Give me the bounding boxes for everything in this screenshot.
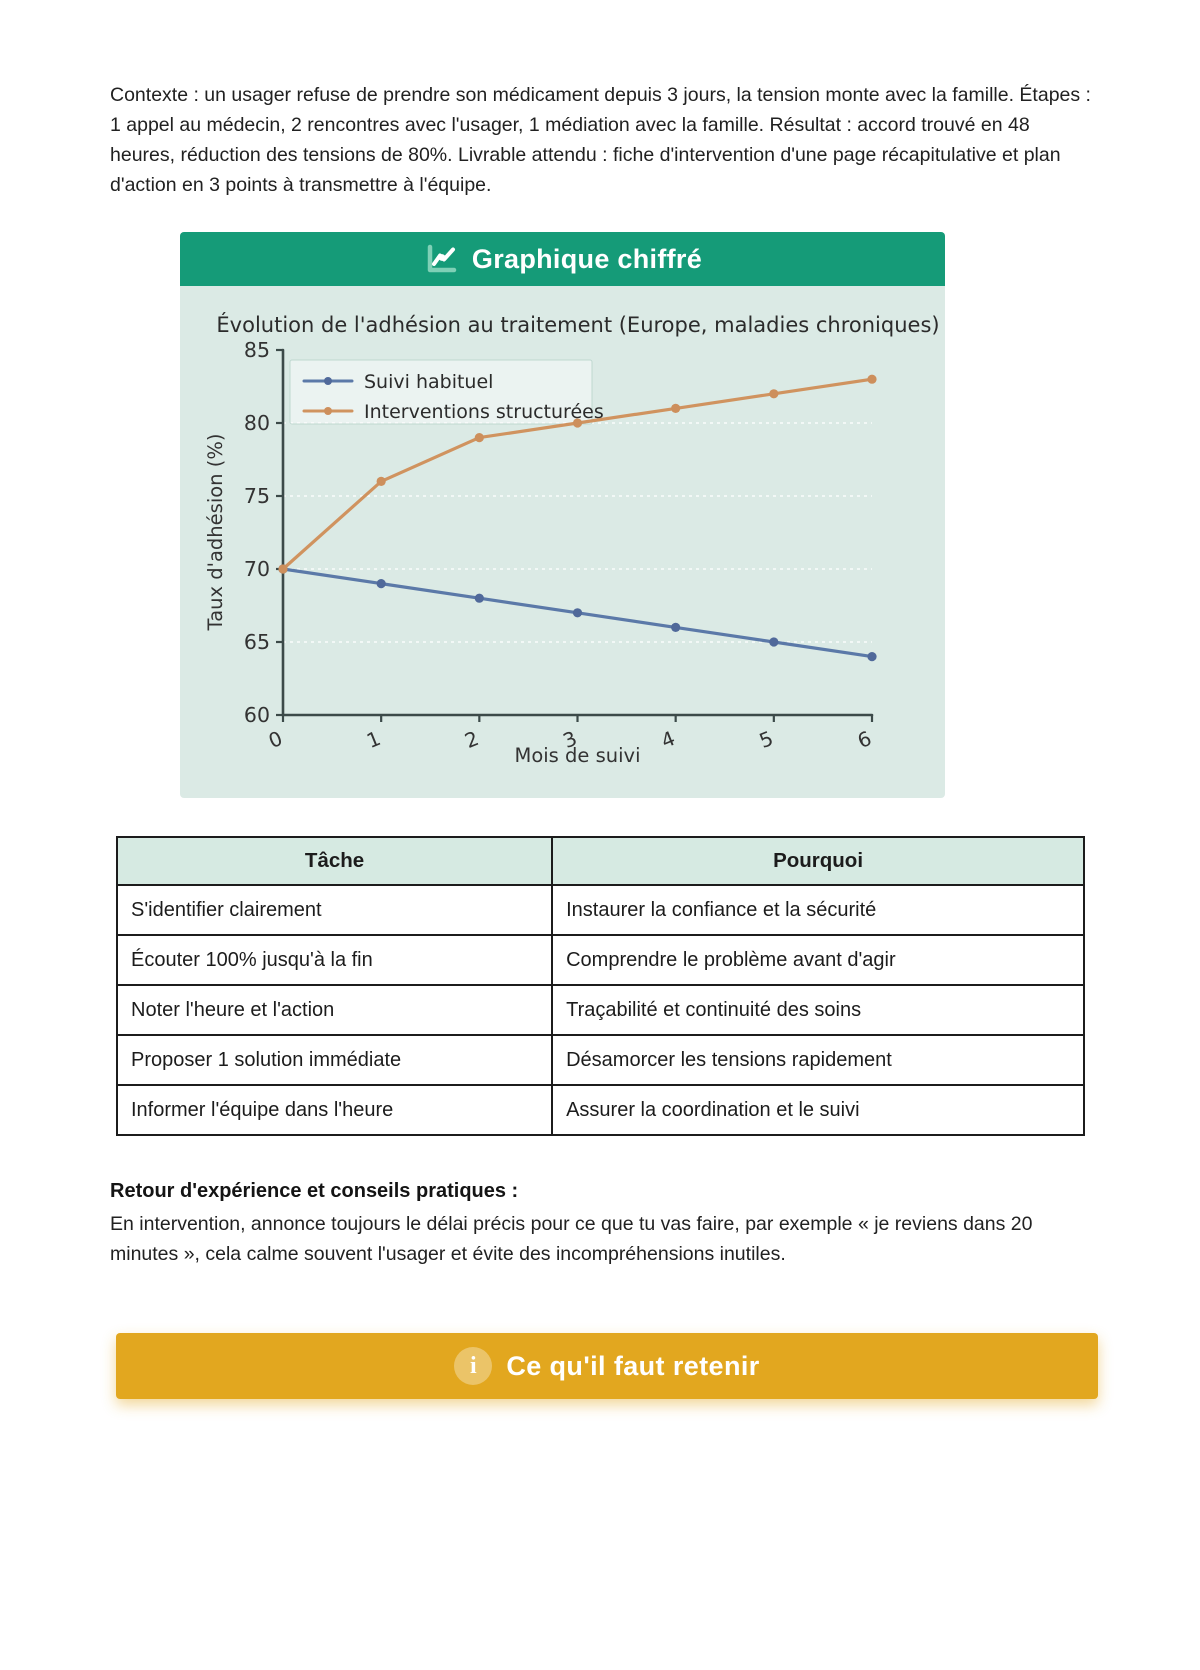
table-header-pourquoi: Pourquoi <box>551 836 1085 886</box>
table-cell: Noter l'heure et l'action <box>115 984 554 1036</box>
table-cell: Instaurer la confiance et la sécurité <box>551 884 1085 936</box>
table-cell: Proposer 1 solution immédiate <box>115 1034 554 1086</box>
svg-text:80: 80 <box>244 411 270 435</box>
svg-text:85: 85 <box>244 338 270 362</box>
table-cell: Écouter 100% jusqu'à la fin <box>115 934 554 986</box>
table-row: Écouter 100% jusqu'à la fin Comprendre le… <box>115 934 1085 986</box>
svg-text:Suivi habituel: Suivi habituel <box>364 371 493 393</box>
chart-card-header: Graphique chiffré <box>180 232 945 286</box>
svg-text:Taux d'adhésion (%): Taux d'adhésion (%) <box>204 434 227 632</box>
svg-text:5: 5 <box>756 726 777 753</box>
svg-text:75: 75 <box>244 484 270 508</box>
retain-banner-label: Ce qu'il faut retenir <box>506 1350 760 1381</box>
svg-text:6: 6 <box>854 726 875 753</box>
line-chart-icon <box>423 242 459 276</box>
table-cell: Informer l'équipe dans l'heure <box>115 1084 554 1136</box>
svg-text:4: 4 <box>658 726 679 753</box>
adhesion-line-chart: Évolution de l'adhésion au traitement (E… <box>204 312 940 767</box>
chart-card-title: Graphique chiffré <box>471 243 703 274</box>
table-header-row: Tâche Pourquoi <box>115 836 1085 886</box>
svg-text:Mois de suivi: Mois de suivi <box>515 744 641 767</box>
table-header-tache: Tâche <box>115 836 554 886</box>
svg-text:0: 0 <box>265 726 286 753</box>
table-cell: Désamorcer les tensions rapidement <box>551 1034 1085 1086</box>
feedback-paragraph: En intervention, annonce toujours le dél… <box>110 1213 1033 1265</box>
table-row: Noter l'heure et l'action Traçabilité et … <box>115 984 1085 1036</box>
table-cell: Assurer la coordination et le suivi <box>551 1084 1085 1136</box>
retain-banner: i Ce qu'il faut retenir <box>116 1333 1098 1399</box>
svg-text:60: 60 <box>244 703 270 727</box>
svg-text:65: 65 <box>244 630 270 654</box>
table-cell: Comprendre le problème avant d'agir <box>551 934 1085 986</box>
svg-text:2: 2 <box>461 726 482 753</box>
info-icon: i <box>454 1347 493 1385</box>
table-row: Proposer 1 solution immédiate Désamorcer … <box>115 1034 1085 1086</box>
feedback-heading: Retour d'expérience et conseils pratique… <box>110 1180 519 1202</box>
svg-text:70: 70 <box>244 557 270 581</box>
table-row: Informer l'équipe dans l'heure Assurer la… <box>115 1084 1085 1136</box>
svg-text:Évolution de l'adhésion au tra: Évolution de l'adhésion au traitement (E… <box>216 312 939 337</box>
table-cell: S'identifier clairement <box>115 884 554 936</box>
table-cell: Traçabilité et continuité des soins <box>551 984 1085 1036</box>
svg-text:Interventions structurées: Interventions structurées <box>364 401 604 423</box>
chart-card: Graphique chiffré Évolution de l'adhésio… <box>180 232 945 798</box>
svg-text:1: 1 <box>363 726 384 753</box>
chart-area: Évolution de l'adhésion au traitement (E… <box>180 286 945 798</box>
page: Contexte : un usager refuse de prendre s… <box>110 0 1100 1399</box>
table-row: S'identifier clairement Instaurer la conf… <box>115 884 1085 936</box>
context-paragraph: Contexte : un usager refuse de prendre s… <box>110 84 1091 196</box>
comparison-table: Tâche Pourquoi S'identifier clairement In… <box>115 836 1085 1136</box>
